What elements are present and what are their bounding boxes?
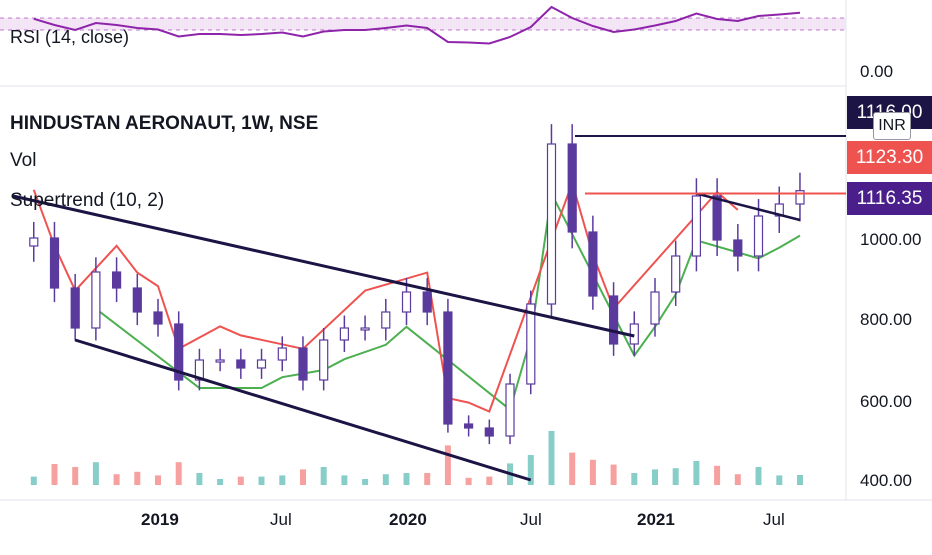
volume-bar bbox=[113, 474, 120, 485]
volume-bar bbox=[610, 464, 617, 485]
candle-body bbox=[691, 195, 702, 257]
volume-legend: Vol bbox=[10, 150, 37, 171]
candle-body bbox=[29, 237, 39, 247]
candle-body bbox=[49, 237, 60, 289]
volume-bar bbox=[403, 473, 410, 485]
candle-body bbox=[588, 231, 598, 297]
volume-bar bbox=[92, 462, 99, 485]
candle-body bbox=[671, 255, 681, 293]
volume-bar bbox=[424, 473, 431, 485]
candle-body bbox=[422, 291, 432, 313]
rsi-band bbox=[0, 18, 846, 30]
volume-bar bbox=[237, 476, 244, 485]
volume-bar bbox=[382, 474, 389, 485]
x-tick-jul-2020: Jul bbox=[520, 510, 542, 529]
channel-lower-line bbox=[74, 338, 532, 482]
candle-body bbox=[256, 359, 267, 369]
candle-body bbox=[298, 347, 308, 381]
candle-body bbox=[484, 427, 494, 437]
volume-bar bbox=[341, 475, 348, 485]
candle-body bbox=[608, 295, 619, 345]
candle-body bbox=[277, 347, 287, 361]
candle-body bbox=[215, 359, 225, 363]
candle-body bbox=[650, 291, 660, 325]
volume-bar bbox=[362, 479, 369, 485]
y-tick-1000: 1000.00 bbox=[860, 230, 922, 249]
volume-bar bbox=[175, 462, 182, 485]
symbol-title: HINDUSTAN AERONAUT, 1W, NSE bbox=[10, 113, 319, 134]
candle-body bbox=[464, 423, 474, 429]
channel-upper-line bbox=[12, 194, 635, 338]
x-tick-2019: 2019 bbox=[141, 510, 179, 529]
supertrend-up-line bbox=[95, 190, 801, 412]
volume-bar bbox=[444, 445, 451, 485]
volume-bar bbox=[155, 475, 161, 485]
candle-body bbox=[194, 359, 204, 381]
volume-bar bbox=[72, 467, 79, 485]
candle-body bbox=[753, 215, 764, 257]
y-tick-800: 800.00 bbox=[860, 310, 912, 329]
rsi-line bbox=[33, 5, 801, 45]
price-badge-current: 1123.30 bbox=[847, 141, 932, 174]
candle-body bbox=[712, 195, 722, 241]
price-badge-line: 1116.35 bbox=[847, 182, 932, 215]
volume-bar bbox=[797, 475, 803, 485]
volume-bar bbox=[589, 459, 596, 485]
volume-bar bbox=[279, 475, 286, 485]
volume-bar bbox=[652, 469, 658, 485]
candle-body bbox=[132, 287, 142, 313]
volume-bar bbox=[734, 474, 741, 485]
volume-bar bbox=[693, 461, 700, 485]
volume-bar bbox=[465, 477, 472, 485]
volume-bar bbox=[548, 431, 555, 485]
candle-body bbox=[733, 239, 743, 257]
x-tick-jul-2021: Jul bbox=[763, 510, 785, 529]
x-tick-2020: 2020 bbox=[389, 510, 427, 529]
volume-bar bbox=[569, 452, 576, 485]
candle-body bbox=[111, 271, 122, 289]
candle-body bbox=[505, 383, 515, 437]
volume-bar bbox=[258, 476, 265, 485]
volume-bar bbox=[527, 455, 534, 485]
candle-body bbox=[381, 311, 391, 329]
candle-body bbox=[546, 143, 557, 305]
candle-body bbox=[319, 339, 329, 381]
candle-body bbox=[153, 311, 163, 325]
candle-body bbox=[795, 190, 805, 205]
y-tick-600: 600.00 bbox=[860, 392, 912, 411]
volume-bar bbox=[714, 465, 721, 485]
resistance-trendline bbox=[696, 192, 801, 222]
volume-bar bbox=[631, 473, 638, 485]
candle-body bbox=[339, 327, 349, 341]
rsi-legend: RSI (14, close) bbox=[10, 27, 130, 47]
volume-bar bbox=[51, 464, 58, 485]
volume-bar bbox=[30, 476, 37, 485]
candle-body bbox=[567, 143, 577, 233]
y-tick-400: 400.00 bbox=[860, 471, 912, 490]
x-tick-jul-2019: Jul bbox=[270, 510, 292, 529]
volume-bar bbox=[134, 471, 141, 485]
volume-bar bbox=[486, 476, 493, 485]
candle-body bbox=[443, 311, 453, 425]
candle-body bbox=[360, 327, 370, 331]
supertrend-legend: Supertrend (10, 2) bbox=[10, 190, 165, 211]
rsi-tick: 0.00 bbox=[860, 62, 894, 81]
volume-bar bbox=[672, 468, 679, 485]
volume-bar bbox=[776, 475, 783, 485]
candle-body bbox=[174, 323, 184, 381]
candle-body bbox=[526, 303, 536, 385]
volume-bar bbox=[755, 467, 762, 485]
candle-body bbox=[70, 287, 80, 329]
volume-bar bbox=[320, 467, 327, 485]
volume-bar bbox=[196, 473, 203, 485]
candle-body bbox=[401, 291, 412, 313]
candle-body bbox=[91, 271, 101, 329]
currency-tag[interactable]: INR bbox=[873, 112, 911, 140]
volume-bar bbox=[300, 469, 306, 485]
x-tick-2021: 2021 bbox=[637, 510, 675, 529]
candle-body bbox=[236, 359, 246, 369]
volume-bar bbox=[217, 479, 224, 485]
